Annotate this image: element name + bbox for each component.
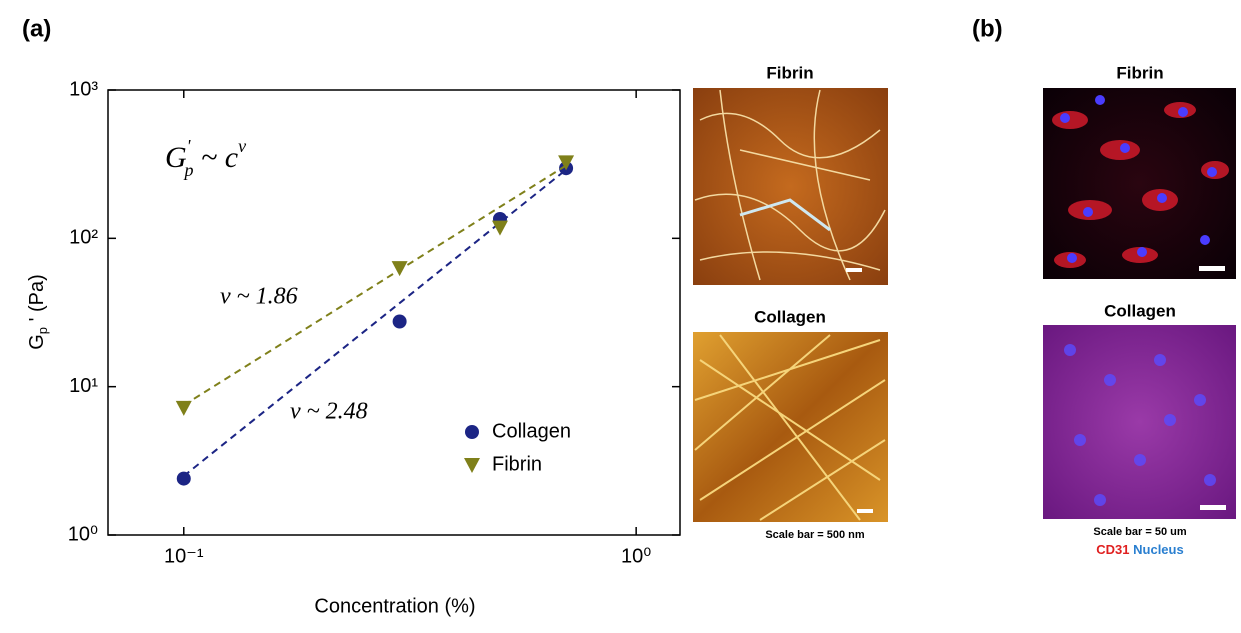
panel-label: (b) [972,15,1003,42]
x-axis-label: Concentration (%) [314,595,475,617]
fit-line [183,164,567,407]
point [176,471,191,486]
point [491,220,508,236]
panel-label: (a) [22,15,51,42]
point [392,314,407,329]
y-label-main: G [26,334,48,350]
eq-exp: v [238,136,246,156]
eq-rel: ~ c [194,141,239,174]
fluorescence-fibrin-image [1043,88,1236,279]
point [558,155,575,171]
point [175,400,192,416]
annotation: v ~ 2.48 [290,399,368,425]
scale-note: Scale bar = 50 um [1093,526,1186,538]
plot-frame [107,89,681,536]
image-title: Fibrin [1116,63,1163,82]
point [391,261,408,277]
y-tick-label: 10² [69,227,98,249]
eq-prime: ' [187,136,192,156]
stain-legend: CD31 Nucleus [1096,542,1183,557]
image-title: Collagen [754,307,826,326]
legend-marker [464,458,480,473]
y-tick-label: 10⁰ [68,523,98,545]
plot: Concentration (%) Gp ' (Pa) G' p ~ cv v ~… [26,89,681,617]
afm-fibrin-image [693,88,888,285]
y-label-rest: ' (Pa) [26,274,48,327]
x-tick-label: 10⁰ [621,545,651,567]
eq-g: G [165,141,187,174]
y-tick-label: 10¹ [69,375,98,397]
stain-red: CD31 [1096,542,1129,557]
legend-marker [465,425,479,439]
afm-collagen-image [693,332,888,522]
eq-sub: p [183,160,194,180]
y-label-sub: p [35,327,50,334]
equation: G' p ~ cv [165,136,246,180]
image-title: Collagen [1104,301,1176,320]
stain-blue: Nucleus [1133,542,1184,557]
y-axis-label: Gp ' (Pa) [26,274,50,350]
annotation: v ~ 1.86 [220,284,298,310]
image-title: Fibrin [766,63,813,82]
y-tick-label: 10³ [69,78,98,100]
legend-label: Fibrin [492,453,542,475]
fluorescence-collagen-image [1043,325,1236,519]
x-tick-label: 10⁻¹ [164,545,204,567]
legend-label: Collagen [492,420,571,442]
scale-note: Scale bar = 500 nm [765,529,865,541]
